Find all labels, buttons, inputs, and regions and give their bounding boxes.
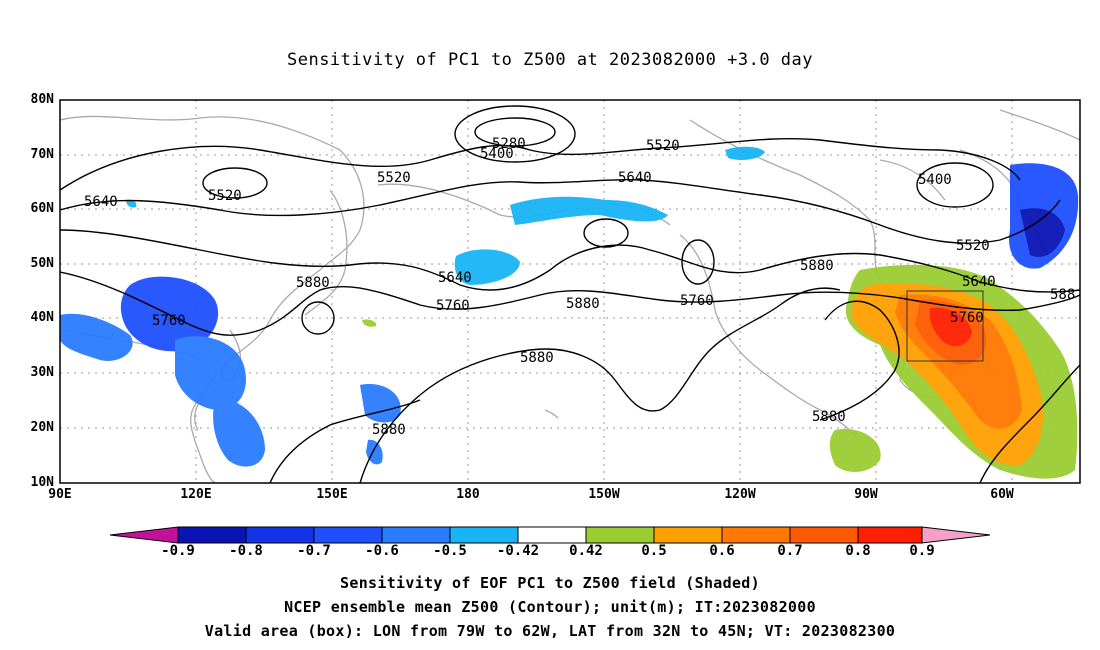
colorbar-label: 0.9 [909, 543, 935, 559]
contour-label: 5400 [480, 146, 514, 162]
colorbar-label: -0.8 [229, 543, 263, 559]
colorbar-label: -0.42 [496, 543, 540, 559]
lon-label: 90W [854, 487, 878, 502]
lon-label: 60W [990, 487, 1014, 502]
colorbar-label: 0.5 [641, 543, 667, 559]
contour-label-group: 5280 5400 5520 5520 5640 5520 5640 5400 … [84, 136, 1075, 438]
colorbar-label: -0.7 [297, 543, 331, 559]
contour-label: 5880 [566, 296, 600, 312]
chart-title: Sensitivity of PC1 to Z500 at 2023082000… [286, 50, 813, 70]
colorbar-label: 0.6 [709, 543, 735, 559]
contour-label: 5280 [492, 136, 526, 152]
contour-label: 5520 [646, 138, 680, 154]
contour-label: 5520 [208, 188, 242, 204]
colorbar-segment [857, 526, 923, 544]
lat-label: 40N [30, 310, 54, 325]
colorbar-segment [653, 526, 723, 544]
contour-label: 5880 [296, 275, 330, 291]
colorbar-label: 0.8 [845, 543, 871, 559]
shaded-negative [60, 146, 1079, 467]
contour-label: 5400 [918, 172, 952, 188]
lat-label: 50N [30, 256, 54, 271]
colorbar-label: -0.5 [433, 543, 467, 559]
lon-label: 180 [456, 487, 480, 502]
colorbar-segment [921, 526, 991, 544]
caption-shaded: Sensitivity of EOF PC1 to Z500 field (Sh… [340, 574, 760, 592]
contour-label: 5760 [436, 298, 470, 314]
contour-label: 5880 [812, 409, 846, 425]
colorbar [109, 526, 991, 544]
colorbar-segment [585, 526, 655, 544]
caption-contour: NCEP ensemble mean Z500 (Contour); unit(… [284, 598, 816, 616]
contour-label: 5640 [84, 194, 118, 210]
contour-label: 5640 [438, 270, 472, 286]
colorbar-segment [721, 526, 791, 544]
lat-label: 70N [30, 147, 54, 162]
lon-label: 120E [180, 487, 212, 502]
colorbar-segment [313, 526, 383, 544]
colorbar-label: -0.9 [161, 543, 195, 559]
contour-label: 588 [1050, 287, 1075, 303]
colorbar-segment [789, 526, 859, 544]
lat-label: 30N [30, 365, 54, 380]
colorbar-segment [449, 526, 519, 544]
colorbar-label: 0.7 [777, 543, 803, 559]
contour-label: 5520 [377, 170, 411, 186]
lat-label: 60N [30, 201, 54, 216]
valid-area-box [906, 290, 984, 362]
contour-label: 5640 [618, 170, 652, 186]
colorbar-segment [517, 526, 587, 544]
contour-label: 5760 [152, 313, 186, 329]
lon-label: 150W [588, 487, 620, 502]
contour-label: 5880 [372, 422, 406, 438]
colorbar-segment [109, 526, 179, 544]
colorbar-label: 0.42 [569, 543, 603, 559]
caption-valid-area: Valid area (box): LON from 79W to 62W, L… [204, 622, 896, 640]
contour-label: 5760 [680, 293, 714, 309]
lat-label: 80N [30, 92, 54, 107]
contour-label: 5880 [520, 350, 554, 366]
map-frame [59, 99, 1081, 484]
contour-label: 5880 [800, 258, 834, 274]
contour-label: 5640 [962, 274, 996, 290]
contour-label: 5760 [950, 310, 984, 326]
lat-label: 10N [30, 475, 54, 490]
lon-label: 150E [316, 487, 348, 502]
colorbar-label: -0.6 [365, 543, 399, 559]
z500-contours [60, 105, 1080, 483]
contour-label: 5520 [956, 238, 990, 254]
shaded-positive [362, 264, 1078, 479]
lon-label: 90E [48, 487, 72, 502]
colorbar-segment [245, 526, 315, 544]
lon-label: 120W [724, 487, 756, 502]
colorbar-segment [177, 526, 247, 544]
colorbar-segment [381, 526, 451, 544]
lat-label: 20N [30, 420, 54, 435]
